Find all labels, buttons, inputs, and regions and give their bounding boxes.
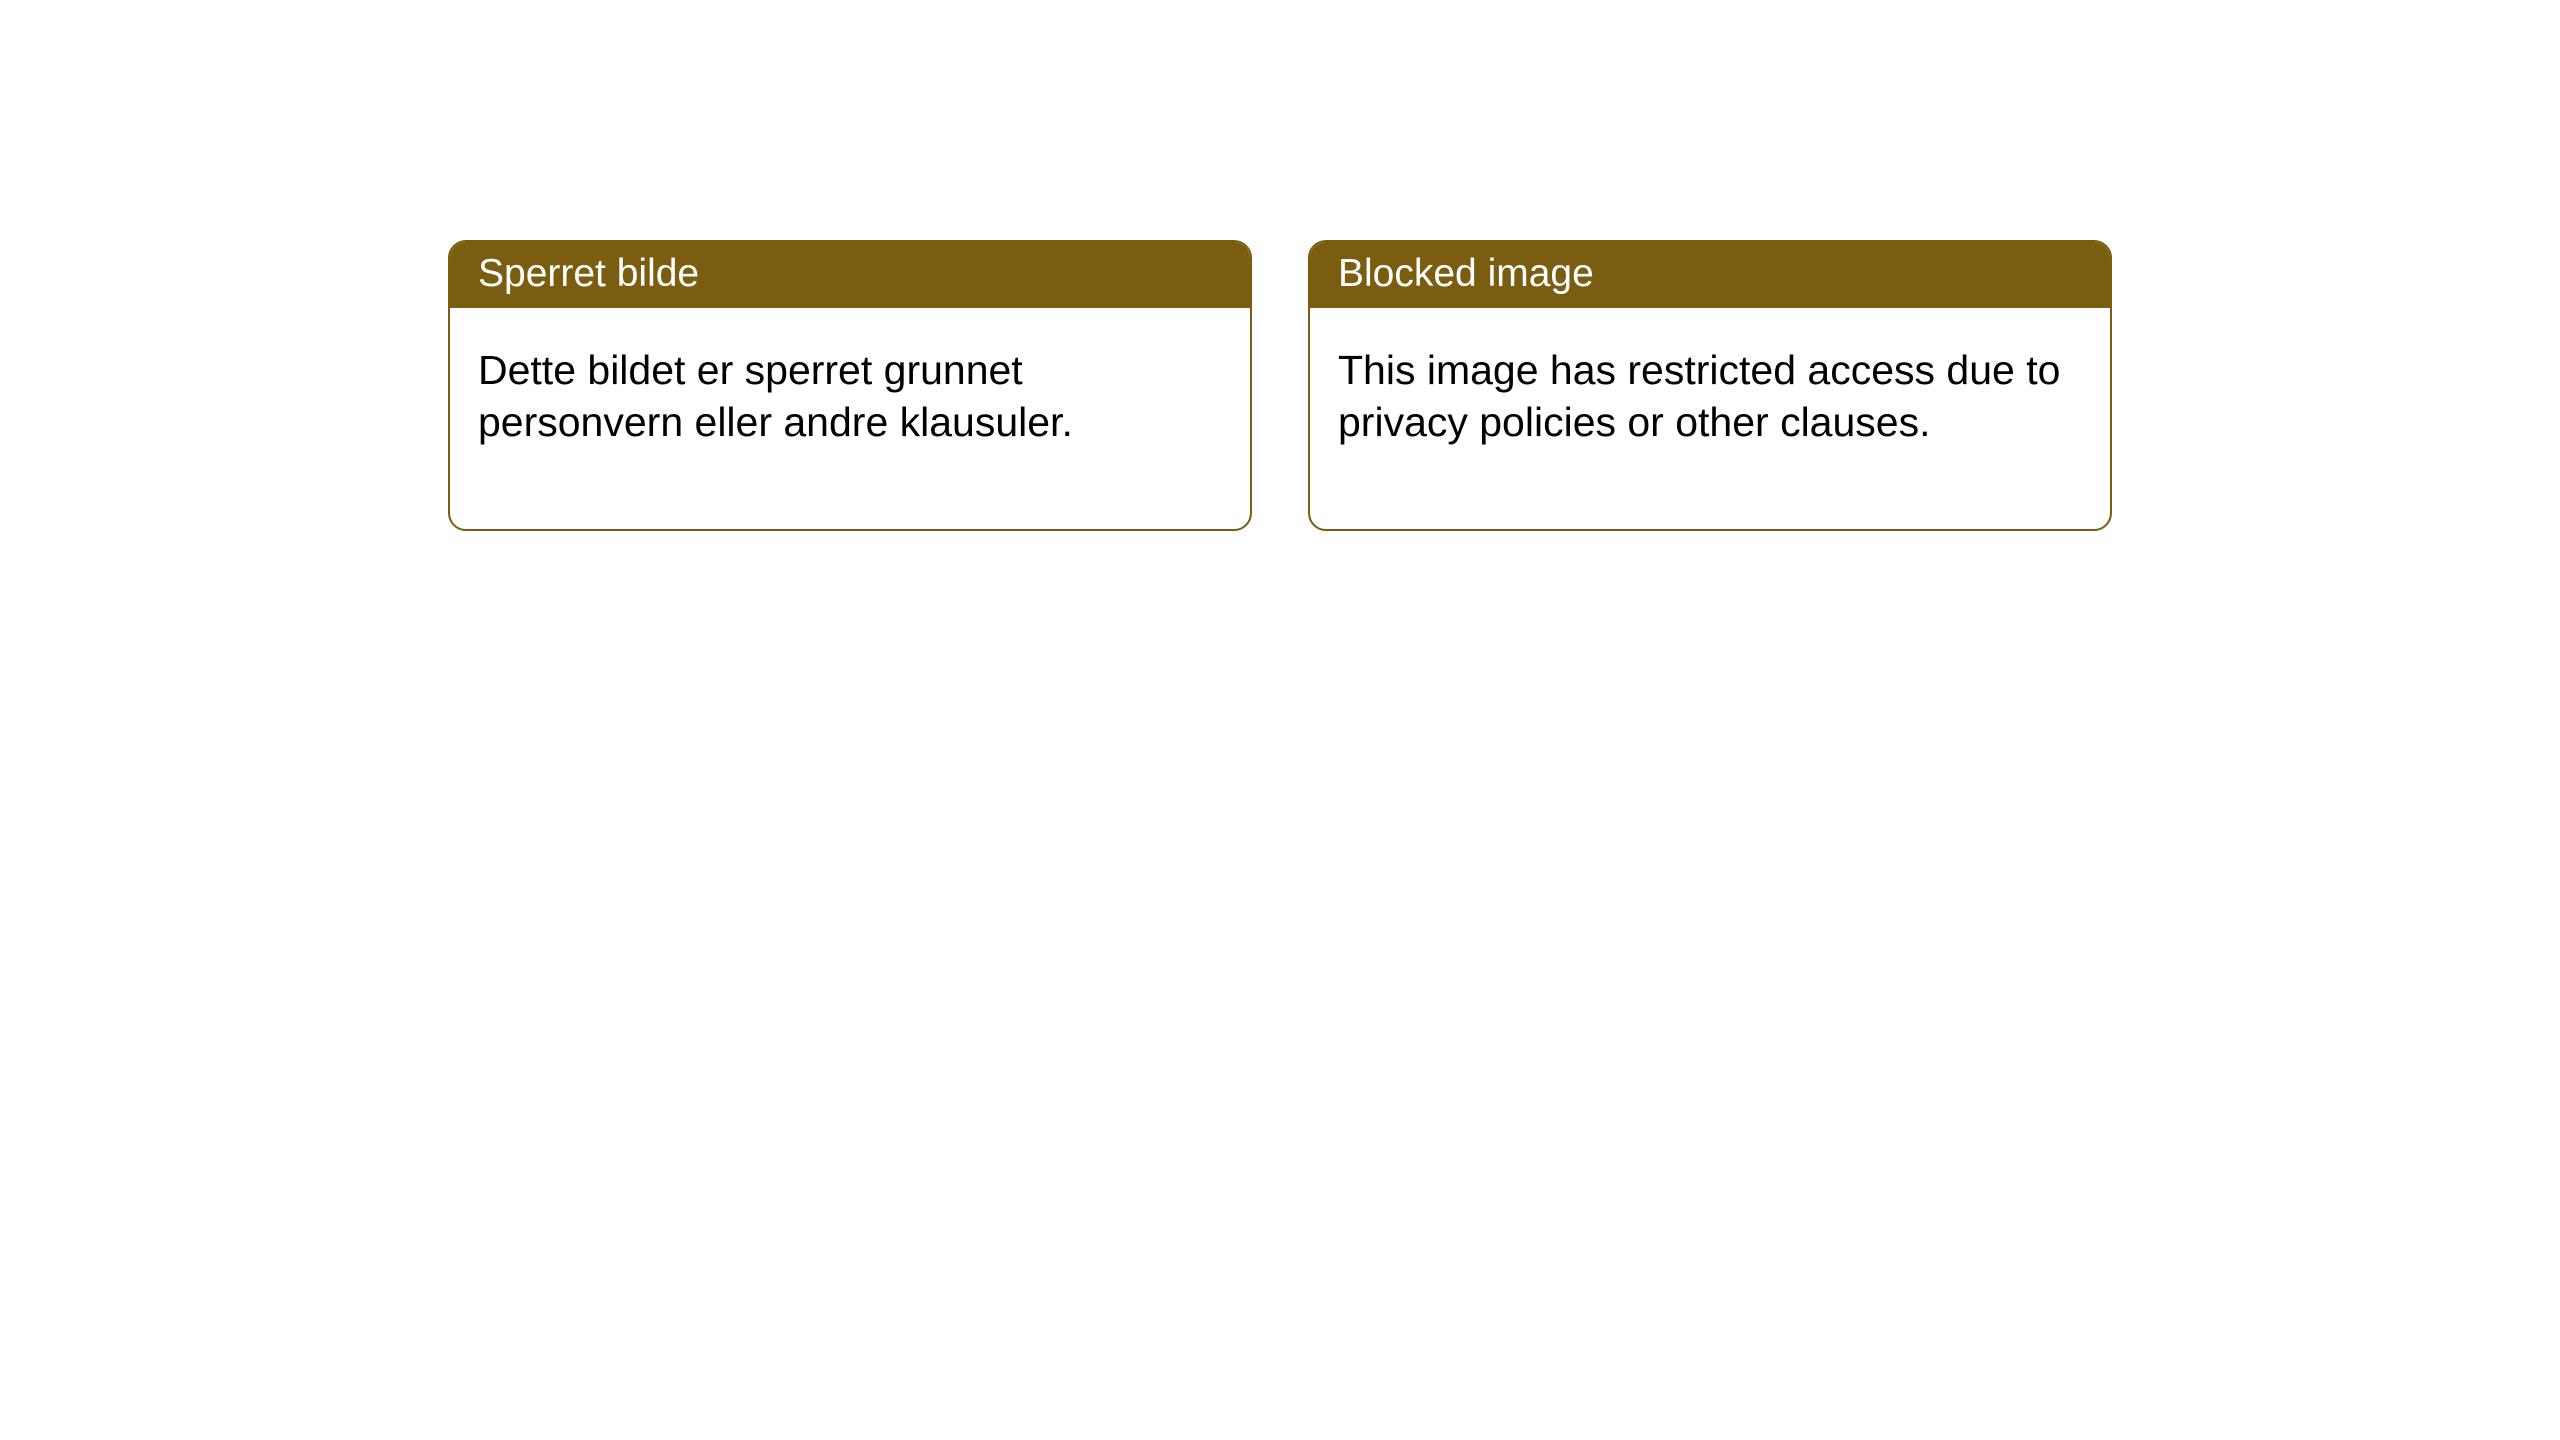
notice-card-norwegian: Sperret bilde Dette bildet er sperret gr… <box>448 240 1252 531</box>
notice-container: Sperret bilde Dette bildet er sperret gr… <box>448 240 2112 531</box>
notice-title-norwegian: Sperret bilde <box>450 242 1250 308</box>
notice-title-english: Blocked image <box>1310 242 2110 308</box>
notice-body-norwegian: Dette bildet er sperret grunnet personve… <box>450 308 1250 529</box>
notice-body-english: This image has restricted access due to … <box>1310 308 2110 529</box>
notice-card-english: Blocked image This image has restricted … <box>1308 240 2112 531</box>
